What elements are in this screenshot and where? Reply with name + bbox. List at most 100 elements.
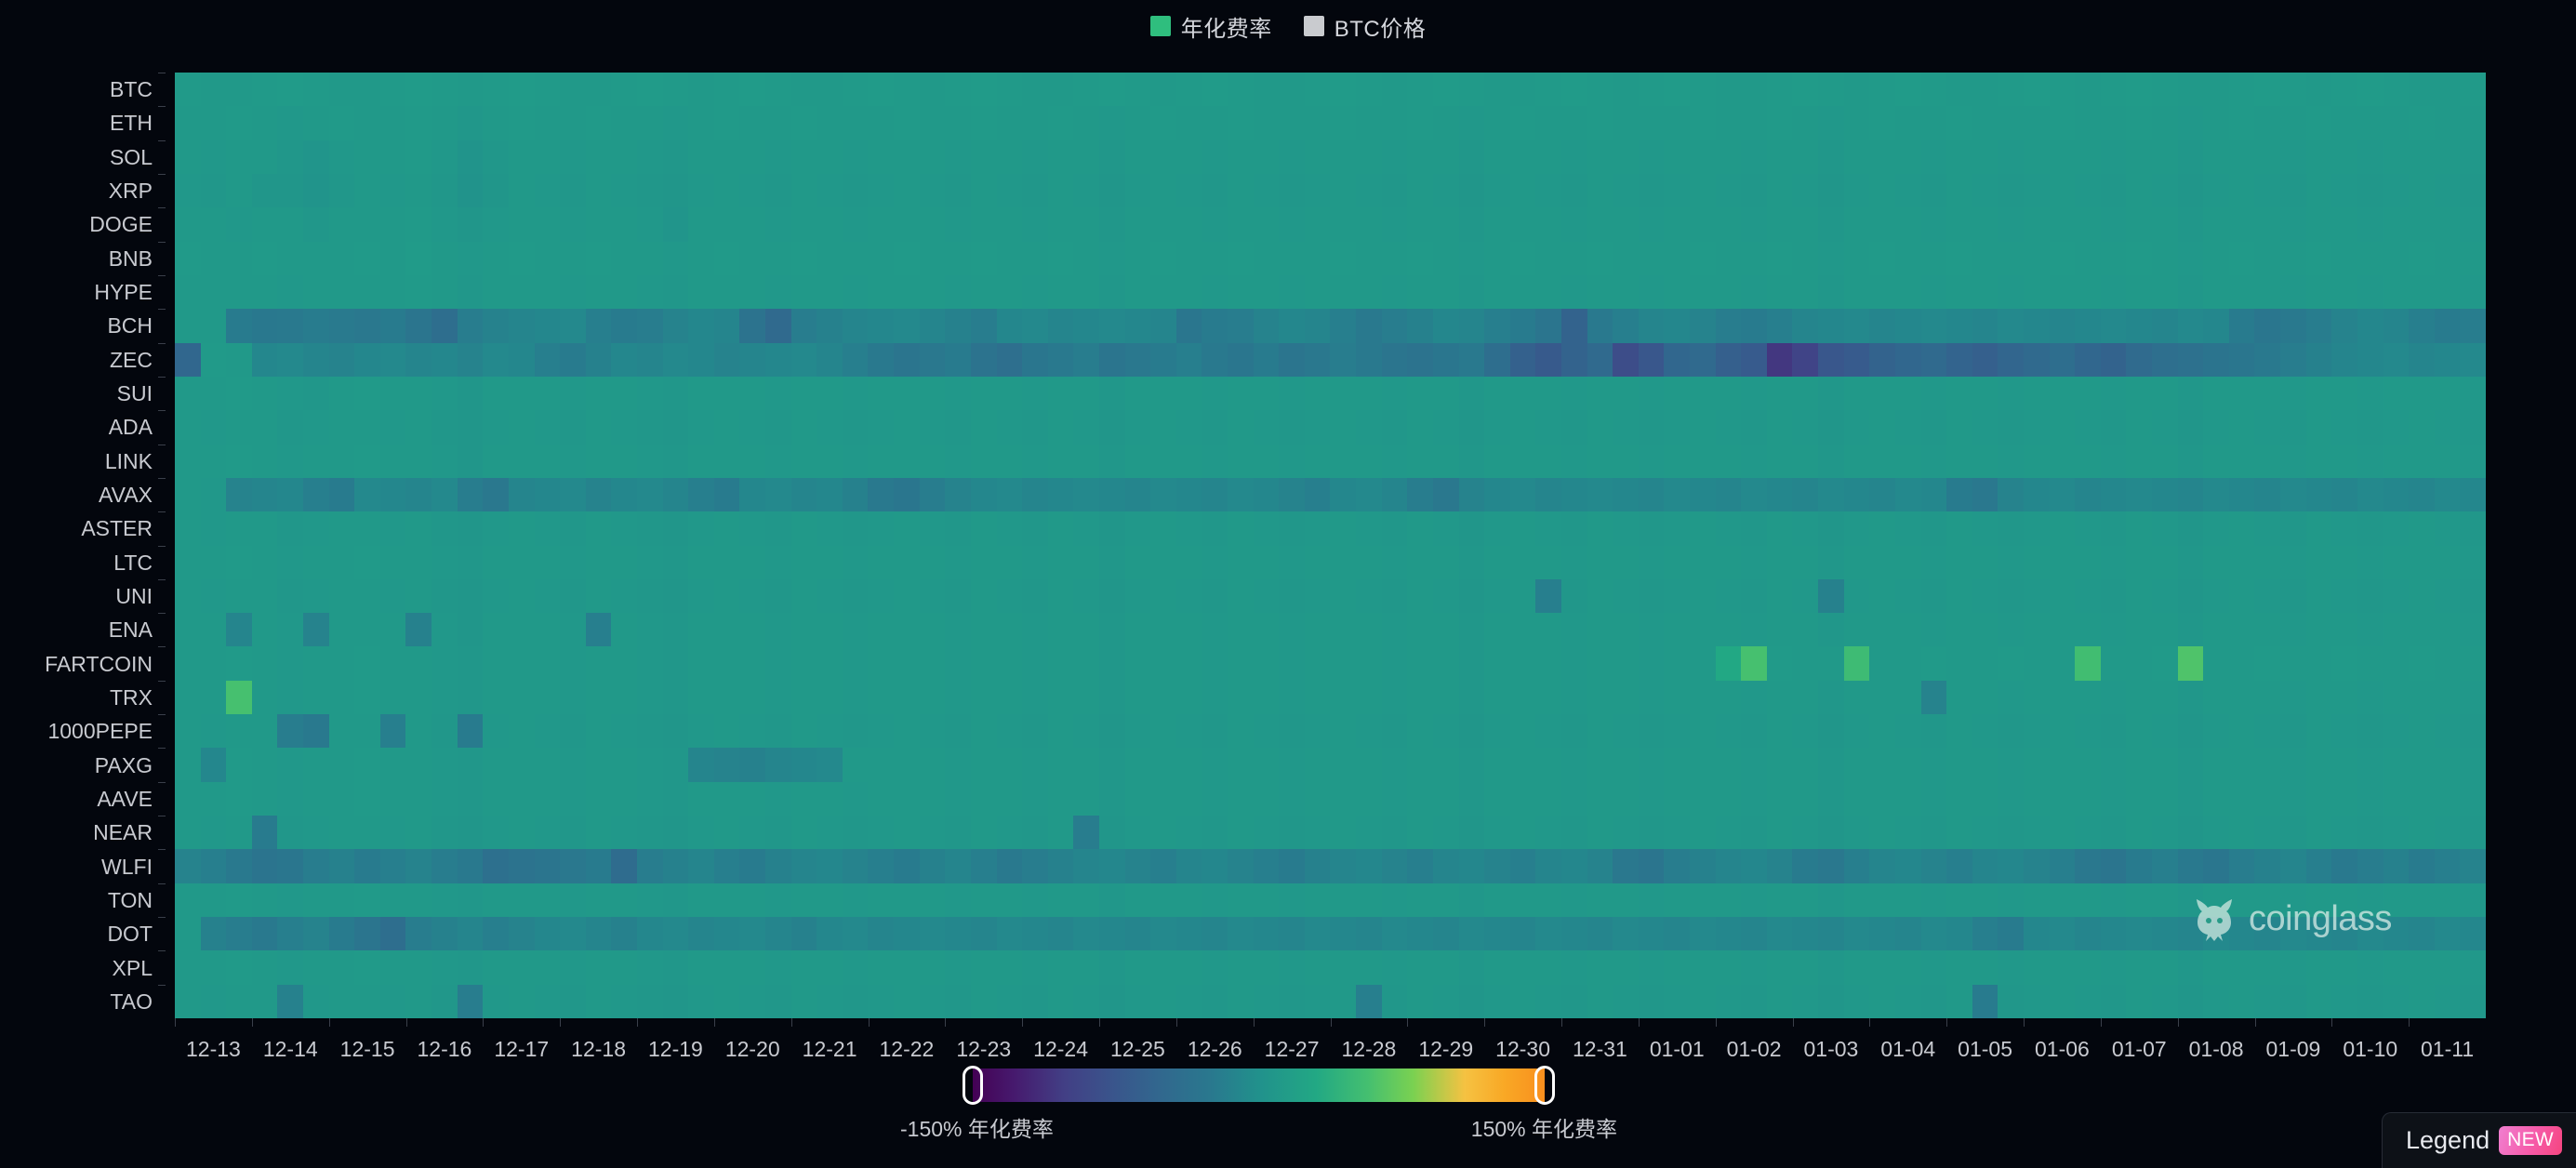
heatmap-cell[interactable]	[1228, 444, 1254, 478]
heatmap-cell[interactable]	[1228, 274, 1254, 310]
heatmap-cell[interactable]	[175, 241, 201, 275]
heatmap-cell[interactable]	[1741, 241, 1767, 275]
heatmap-cell[interactable]	[1279, 309, 1305, 343]
heatmap-cell[interactable]	[534, 917, 561, 951]
heatmap-cell[interactable]	[2434, 274, 2461, 310]
heatmap-cell[interactable]	[432, 376, 458, 411]
heatmap-cell[interactable]	[251, 173, 278, 208]
heatmap-cell[interactable]	[2434, 73, 2461, 107]
heatmap-cell[interactable]	[1124, 106, 1151, 140]
heatmap-cell[interactable]	[1560, 376, 1587, 411]
heatmap-cell[interactable]	[1664, 680, 1691, 715]
heatmap-cell[interactable]	[1228, 207, 1254, 242]
heatmap-cell[interactable]	[1818, 139, 1844, 174]
heatmap-cell[interactable]	[1894, 444, 1921, 478]
heatmap-cell[interactable]	[2280, 613, 2306, 647]
heatmap-cell[interactable]	[1022, 173, 1048, 208]
heatmap-cell[interactable]	[1587, 173, 1613, 208]
heatmap-cell[interactable]	[1432, 73, 1459, 107]
heatmap-cell[interactable]	[2331, 917, 2357, 951]
heatmap-cell[interactable]	[508, 342, 535, 377]
heatmap-cell[interactable]	[1792, 241, 1819, 275]
heatmap-cell[interactable]	[303, 849, 329, 883]
heatmap-cell[interactable]	[251, 73, 278, 107]
heatmap-cell[interactable]	[1304, 917, 1331, 951]
heatmap-cell[interactable]	[996, 883, 1023, 918]
heatmap-cell[interactable]	[175, 950, 201, 985]
heatmap-cell[interactable]	[1690, 342, 1716, 377]
heatmap-cell[interactable]	[534, 173, 561, 208]
heatmap-cell[interactable]	[2228, 342, 2255, 377]
heatmap-cell[interactable]	[662, 613, 689, 647]
heatmap-cell[interactable]	[1869, 511, 1895, 546]
heatmap-cell[interactable]	[585, 241, 612, 275]
heatmap-cell[interactable]	[739, 106, 766, 140]
heatmap-cell[interactable]	[1407, 139, 1433, 174]
heatmap-cell[interactable]	[1946, 646, 1972, 681]
heatmap-cell[interactable]	[1432, 714, 1459, 749]
heatmap-cell[interactable]	[2177, 73, 2204, 107]
heatmap-cell[interactable]	[1073, 816, 1099, 850]
heatmap-cell[interactable]	[200, 511, 227, 546]
heatmap-cell[interactable]	[1509, 781, 1536, 816]
heatmap-cell[interactable]	[2152, 477, 2178, 512]
heatmap-cell[interactable]	[1073, 714, 1099, 749]
heatmap-plot[interactable]	[175, 73, 2486, 1018]
heatmap-cell[interactable]	[2305, 646, 2332, 681]
heatmap-cell[interactable]	[2357, 410, 2383, 445]
heatmap-cell[interactable]	[303, 207, 329, 242]
heatmap-cell[interactable]	[2460, 207, 2486, 242]
heatmap-cell[interactable]	[1818, 816, 1844, 850]
heatmap-cell[interactable]	[328, 578, 355, 614]
heatmap-cell[interactable]	[2203, 748, 2229, 782]
heatmap-cell[interactable]	[765, 106, 791, 140]
heatmap-cell[interactable]	[945, 376, 971, 411]
heatmap-cell[interactable]	[1279, 477, 1305, 512]
heatmap-cell[interactable]	[1484, 207, 1510, 242]
heatmap-cell[interactable]	[2203, 139, 2229, 174]
heatmap-cell[interactable]	[970, 545, 997, 579]
heatmap-cell[interactable]	[1150, 309, 1176, 343]
heatmap-cell[interactable]	[2357, 139, 2383, 174]
heatmap-cell[interactable]	[1150, 511, 1176, 546]
heatmap-cell[interactable]	[790, 984, 817, 1018]
heatmap-cell[interactable]	[2177, 917, 2204, 951]
heatmap-cell[interactable]	[2280, 646, 2306, 681]
heatmap-cell[interactable]	[1972, 545, 1998, 579]
heatmap-cell[interactable]	[662, 410, 689, 445]
heatmap-cell[interactable]	[1843, 883, 1870, 918]
heatmap-cell[interactable]	[1432, 477, 1459, 512]
heatmap-cell[interactable]	[868, 646, 895, 681]
heatmap-cell[interactable]	[457, 309, 484, 343]
heatmap-cell[interactable]	[2126, 849, 2153, 883]
heatmap-cell[interactable]	[1843, 613, 1870, 647]
heatmap-cell[interactable]	[713, 477, 740, 512]
heatmap-cell[interactable]	[2254, 274, 2281, 310]
heatmap-cell[interactable]	[919, 73, 946, 107]
heatmap-cell[interactable]	[405, 309, 432, 343]
heatmap-cell[interactable]	[303, 106, 329, 140]
heatmap-cell[interactable]	[1432, 207, 1459, 242]
heatmap-cell[interactable]	[2126, 917, 2153, 951]
heatmap-cell[interactable]	[2357, 714, 2383, 749]
heatmap-cell[interactable]	[2152, 241, 2178, 275]
heatmap-cell[interactable]	[200, 950, 227, 985]
heatmap-cell[interactable]	[1894, 646, 1921, 681]
heatmap-cell[interactable]	[2152, 950, 2178, 985]
heatmap-cell[interactable]	[1715, 477, 1742, 512]
heatmap-cell[interactable]	[1818, 309, 1844, 343]
heatmap-cell[interactable]	[303, 274, 329, 310]
heatmap-cell[interactable]	[2409, 680, 2435, 715]
heatmap-cell[interactable]	[1047, 984, 1074, 1018]
heatmap-cell[interactable]	[868, 139, 895, 174]
heatmap-cell[interactable]	[1253, 816, 1280, 850]
heatmap-cell[interactable]	[2049, 444, 2076, 478]
heatmap-cell[interactable]	[277, 376, 304, 411]
heatmap-cell[interactable]	[713, 849, 740, 883]
heatmap-cell[interactable]	[405, 207, 432, 242]
heatmap-cell[interactable]	[662, 714, 689, 749]
heatmap-cell[interactable]	[1150, 173, 1176, 208]
heatmap-cell[interactable]	[1946, 917, 1972, 951]
heatmap-cell[interactable]	[2280, 73, 2306, 107]
heatmap-cell[interactable]	[2305, 342, 2332, 377]
